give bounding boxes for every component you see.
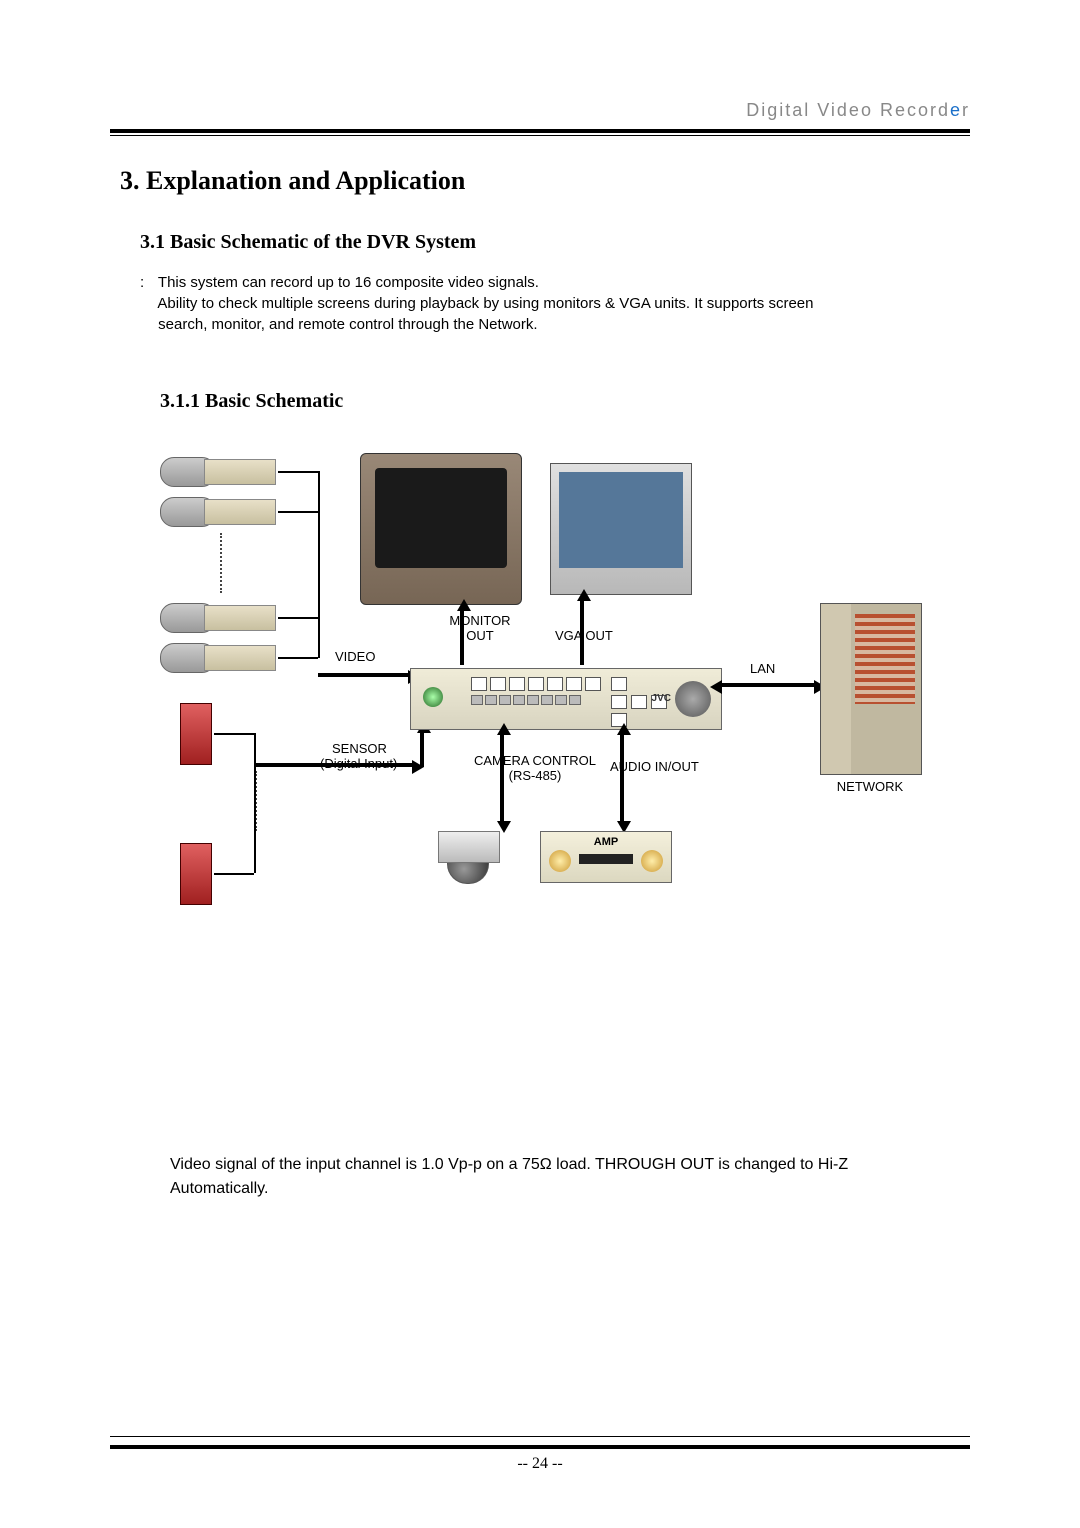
label-vga-out: VGA OUT	[555, 628, 613, 643]
header-text-suffix: r	[962, 100, 970, 120]
line-sensor1	[214, 733, 254, 735]
sensor-1	[180, 703, 212, 765]
intro-paragraph: : This system can record up to 16 compos…	[140, 272, 950, 335]
arrow-video	[318, 673, 408, 677]
header-text-prefix: Digital Video Record	[746, 100, 950, 120]
page-footer: -- 24 --	[110, 1434, 970, 1473]
dvr-unit: JVC	[410, 668, 722, 730]
line-sensor-bus	[254, 733, 256, 873]
amp-unit: AMP	[540, 831, 672, 883]
intro-line-1: This system can record up to 16 composit…	[158, 274, 539, 291]
dome-camera	[438, 831, 498, 884]
header-rule-thick	[110, 129, 970, 133]
crt-monitor	[360, 453, 522, 605]
intro-line-3: search, monitor, and remote control thro…	[158, 316, 537, 333]
label-camera-ctrl-2: (RS-485)	[460, 768, 610, 783]
arrow-audio	[620, 735, 624, 821]
label-lan: LAN	[750, 661, 775, 676]
line-sensor2	[214, 873, 254, 875]
label-monitor-out-1: MONITOR	[440, 613, 520, 628]
page-header: Digital Video Recorder	[110, 100, 970, 121]
label-sensor-2: (Digital Input)	[320, 756, 397, 771]
header-rule-thin	[110, 135, 970, 136]
line-cam3	[278, 617, 318, 619]
camera-dots	[220, 533, 222, 593]
arrow-lan	[722, 683, 814, 687]
arrow-sensor-v	[420, 733, 424, 767]
label-video: VIDEO	[335, 649, 375, 664]
vga-monitor	[550, 463, 692, 595]
footer-rule-thin	[110, 1436, 970, 1437]
sensor-n	[180, 843, 212, 905]
intro-line-2: Ability to check multiple screens during…	[157, 295, 813, 312]
schematic-diagram: VIDEO SENSOR (Digital Input) MONITOR OUT…	[160, 453, 920, 973]
document-page: Digital Video Recorder 3. Explanation an…	[0, 0, 1080, 1528]
network-tower	[820, 603, 922, 775]
label-amp: AMP	[541, 836, 671, 848]
subsubsection-heading-3-1-1: 3.1.1 Basic Schematic	[160, 390, 970, 413]
line-cam4	[278, 657, 318, 659]
colon-marker: :	[140, 272, 154, 293]
label-network: NETWORK	[810, 779, 930, 794]
label-audio: AUDIO IN/OUT	[610, 759, 699, 774]
subsection-heading-3-1: 3.1 Basic Schematic of the DVR System	[140, 231, 970, 254]
line-cam1	[278, 471, 318, 473]
line-cam-bus	[318, 471, 320, 658]
line-cam2	[278, 511, 318, 513]
footer-rule-thick	[110, 1445, 970, 1449]
dvr-brand-label: JVC	[652, 693, 671, 704]
header-text-accent: e	[950, 100, 962, 120]
page-number: -- 24 --	[110, 1455, 970, 1473]
label-monitor-out-2: OUT	[440, 628, 520, 643]
video-signal-note: Video signal of the input channel is 1.0…	[170, 1153, 910, 1201]
label-sensor-1: SENSOR	[332, 741, 387, 756]
section-heading-3: 3. Explanation and Application	[120, 166, 970, 196]
label-camera-ctrl-1: CAMERA CONTROL	[460, 753, 610, 768]
